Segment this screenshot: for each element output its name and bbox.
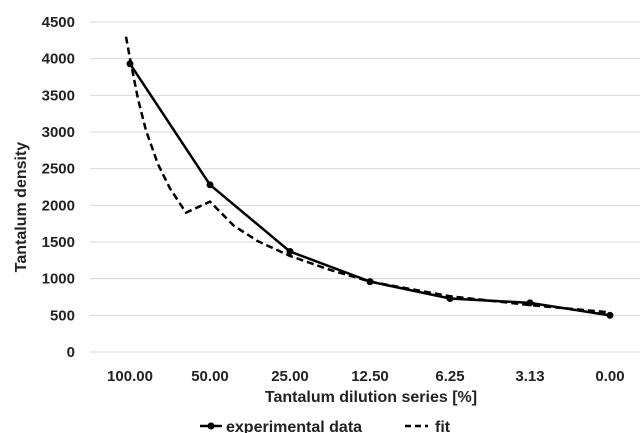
experimental-point xyxy=(126,60,134,68)
y-tick-label: 1000 xyxy=(42,271,75,288)
gridlines xyxy=(90,21,640,353)
y-tick-label: 0 xyxy=(67,344,75,361)
y-tick-label: 2000 xyxy=(42,197,75,214)
x-tick-label: 3.13 xyxy=(515,368,544,385)
fit-line xyxy=(124,36,611,314)
y-tick-label: 500 xyxy=(50,307,75,324)
x-tick-labels: 100.00 50.00 25.00 12.50 6.25 3.13 0.00 xyxy=(107,368,625,385)
experimental-point xyxy=(526,299,534,307)
experimental-point xyxy=(366,278,374,286)
legend-fit-label: fit xyxy=(435,419,451,433)
x-tick-label: 25.00 xyxy=(271,368,309,385)
y-tick-label: 3000 xyxy=(42,124,75,141)
legend-experimental-label: experimental data xyxy=(226,419,362,433)
x-axis-title: Tantalum dilution series [%] xyxy=(265,389,477,406)
x-tick-label: 12.50 xyxy=(351,368,389,385)
legend: experimental data fit xyxy=(200,419,451,433)
y-tick-label: 4000 xyxy=(42,51,75,68)
y-tick-label: 2500 xyxy=(42,161,75,178)
experimental-point xyxy=(286,248,294,256)
experimental-line xyxy=(128,63,611,317)
x-tick-label: 0.00 xyxy=(595,368,624,385)
x-tick-label: 50.00 xyxy=(191,368,229,385)
experimental-point xyxy=(206,181,214,189)
y-tick-label: 3500 xyxy=(42,87,75,104)
x-tick-label: 6.25 xyxy=(435,368,464,385)
experimental-point xyxy=(606,311,614,319)
experimental-point xyxy=(446,294,454,302)
y-tick-label: 1500 xyxy=(42,234,75,251)
y-tick-label: 4500 xyxy=(42,14,75,31)
y-tick-labels: 0 500 1000 1500 2000 2500 3000 3500 4000 4500 xyxy=(42,14,75,361)
y-axis-title: Tantalum density xyxy=(13,142,30,272)
legend-experimental-marker xyxy=(207,422,215,430)
x-tick-label: 100.00 xyxy=(107,368,153,385)
series xyxy=(124,36,614,319)
